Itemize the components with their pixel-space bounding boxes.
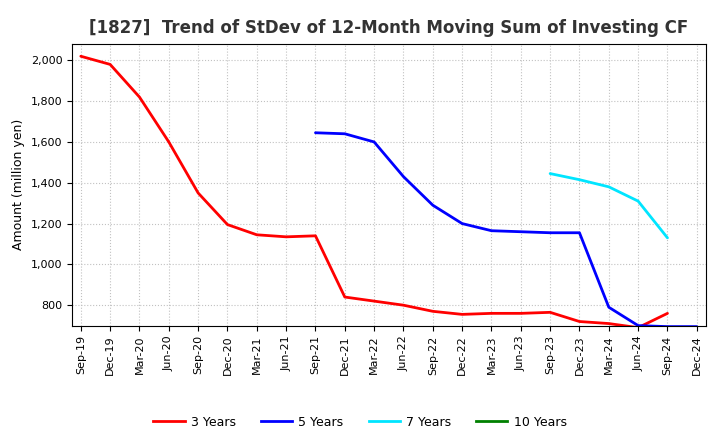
3 Years xyxy=(282,234,290,239)
3 Years xyxy=(428,309,437,314)
5 Years xyxy=(546,230,554,235)
7 Years xyxy=(663,235,672,241)
3 Years xyxy=(76,54,85,59)
3 Years xyxy=(634,325,642,330)
5 Years xyxy=(341,131,349,136)
3 Years xyxy=(370,298,379,304)
Line: 3 Years: 3 Years xyxy=(81,56,667,328)
Y-axis label: Amount (million yen): Amount (million yen) xyxy=(12,119,25,250)
3 Years xyxy=(575,319,584,324)
3 Years xyxy=(164,139,173,145)
Line: 7 Years: 7 Years xyxy=(550,173,667,238)
5 Years xyxy=(370,139,379,145)
5 Years xyxy=(311,130,320,136)
5 Years xyxy=(634,323,642,328)
7 Years xyxy=(605,184,613,190)
3 Years xyxy=(458,312,467,317)
Line: 5 Years: 5 Years xyxy=(315,133,697,326)
Legend: 3 Years, 5 Years, 7 Years, 10 Years: 3 Years, 5 Years, 7 Years, 10 Years xyxy=(148,411,572,434)
3 Years xyxy=(135,95,144,100)
3 Years xyxy=(605,321,613,326)
3 Years xyxy=(399,303,408,308)
5 Years xyxy=(399,174,408,179)
5 Years xyxy=(428,202,437,208)
7 Years xyxy=(634,198,642,204)
3 Years xyxy=(487,311,496,316)
3 Years xyxy=(194,191,202,196)
3 Years xyxy=(106,62,114,67)
3 Years xyxy=(663,311,672,316)
5 Years xyxy=(663,324,672,329)
5 Years xyxy=(605,304,613,310)
5 Years xyxy=(693,324,701,329)
5 Years xyxy=(516,229,525,235)
3 Years xyxy=(253,232,261,238)
3 Years xyxy=(311,233,320,238)
3 Years xyxy=(223,222,232,227)
5 Years xyxy=(487,228,496,233)
3 Years xyxy=(516,311,525,316)
Title: [1827]  Trend of StDev of 12-Month Moving Sum of Investing CF: [1827] Trend of StDev of 12-Month Moving… xyxy=(89,19,688,37)
7 Years xyxy=(546,171,554,176)
7 Years xyxy=(575,177,584,182)
3 Years xyxy=(546,310,554,315)
3 Years xyxy=(341,294,349,300)
5 Years xyxy=(575,230,584,235)
5 Years xyxy=(458,221,467,226)
